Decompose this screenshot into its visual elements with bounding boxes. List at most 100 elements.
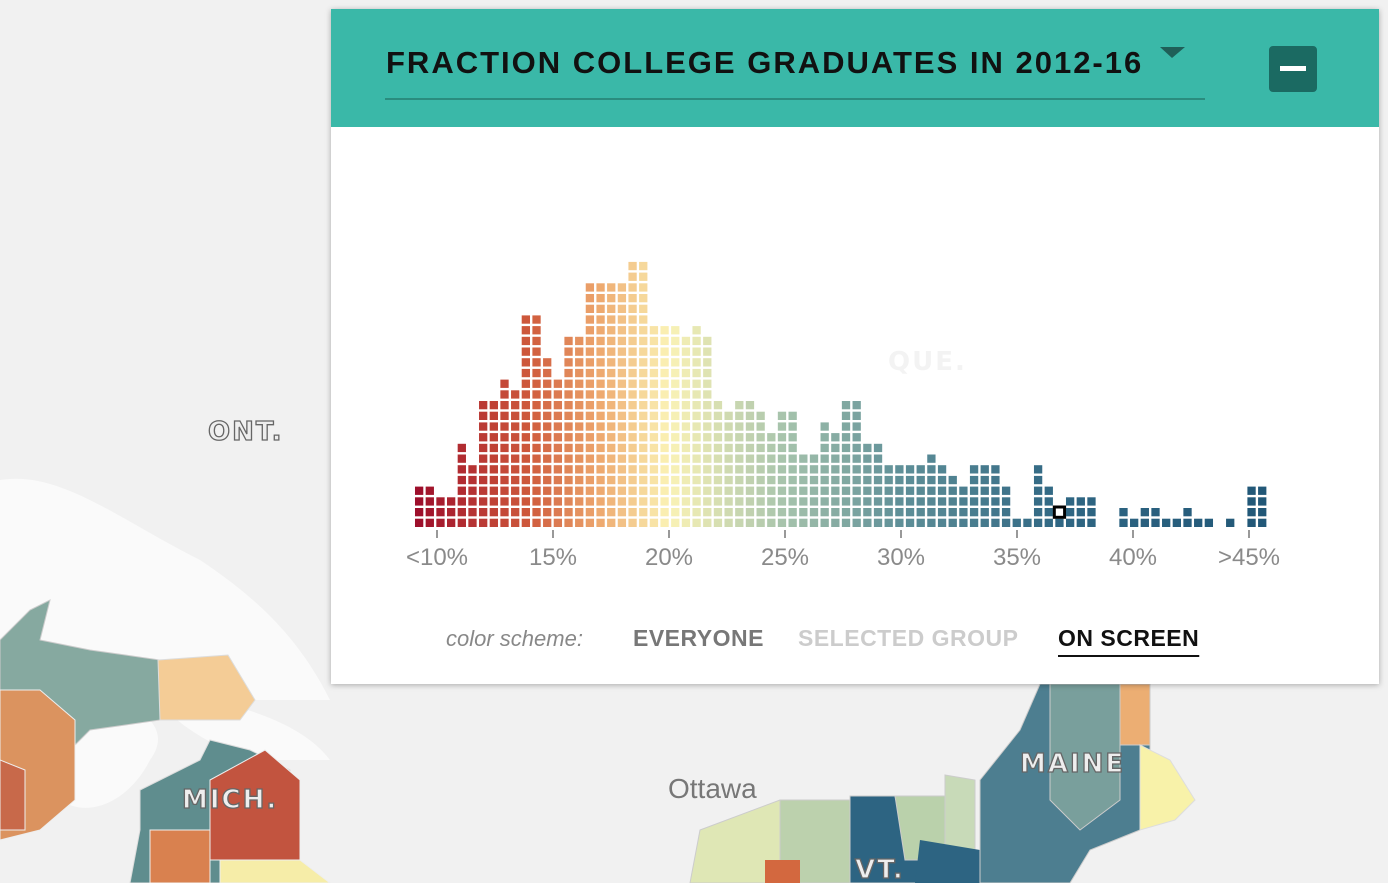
dot: [927, 497, 936, 506]
dot: [628, 454, 637, 463]
dot: [959, 486, 968, 495]
dot: [617, 433, 627, 442]
dot: [532, 379, 541, 388]
dot: [916, 518, 925, 527]
dot: [703, 518, 712, 527]
histogram-column: [1065, 497, 1075, 527]
histogram-column: [671, 326, 680, 527]
dot: [873, 497, 883, 506]
dot: [532, 401, 541, 410]
dot: [617, 401, 627, 410]
dot: [831, 508, 840, 517]
dot: [468, 508, 477, 517]
histogram-column: [895, 465, 904, 527]
dot: [617, 497, 627, 506]
histogram-column: [649, 326, 659, 527]
dot: [628, 411, 637, 420]
dot: [841, 401, 851, 410]
dot: [649, 336, 659, 346]
dot: [1258, 518, 1267, 527]
dot: [500, 454, 509, 463]
dot: [457, 475, 466, 485]
dot: [735, 486, 744, 495]
dot: [681, 401, 691, 410]
dot: [713, 443, 723, 453]
dot: [500, 433, 509, 442]
dot: [777, 443, 787, 453]
dot: [809, 508, 819, 517]
dot: [745, 443, 755, 453]
dot: [969, 497, 979, 506]
dot: [1247, 518, 1256, 527]
dot: [628, 486, 637, 495]
dot: [617, 475, 627, 485]
dot: [713, 422, 723, 431]
panel-title[interactable]: FRACTION COLLEGE GRADUATES IN 2012-16: [386, 45, 1143, 80]
dot: [724, 465, 733, 474]
map-label: Ottawa: [668, 773, 757, 804]
dot: [1087, 508, 1096, 517]
dot: [414, 486, 424, 495]
dot: [692, 368, 701, 378]
dot: [948, 475, 957, 485]
dot: [596, 433, 605, 442]
dot: [575, 401, 584, 410]
dot: [649, 454, 659, 463]
dot: [713, 508, 723, 517]
dot: [820, 518, 829, 527]
histogram-column: [831, 433, 840, 527]
dot: [692, 326, 701, 335]
dot: [607, 454, 616, 463]
histogram-column: [799, 454, 808, 527]
dot: [489, 465, 498, 474]
dot: [447, 497, 456, 506]
color-scheme-option[interactable]: ON SCREEN: [1058, 625, 1199, 651]
dot: [681, 411, 691, 420]
histogram-column: [1044, 486, 1053, 527]
dot: [489, 508, 498, 517]
dot: [1076, 518, 1085, 527]
dot: [756, 518, 765, 527]
dot: [468, 465, 477, 474]
dot: [585, 465, 595, 474]
dot: [863, 454, 872, 463]
dot: [511, 443, 520, 453]
dot: [820, 475, 829, 485]
dot: [585, 475, 595, 485]
dot: [649, 422, 659, 431]
dot: [809, 475, 819, 485]
dot: [617, 518, 627, 527]
dot: [777, 486, 787, 495]
x-tick-label: 35%: [993, 544, 1041, 571]
dot: [553, 379, 563, 388]
dot: [745, 454, 755, 463]
dot: [511, 497, 520, 506]
dot: [831, 486, 840, 495]
color-scheme-option[interactable]: EVERYONE: [633, 625, 764, 651]
dot: [841, 475, 851, 485]
dot: [692, 475, 701, 485]
dot: [425, 497, 434, 506]
dot: [425, 518, 434, 527]
dropdown-arrow[interactable]: [1160, 47, 1185, 58]
dot: [596, 465, 605, 474]
dot: [671, 465, 680, 474]
dot: [788, 518, 797, 527]
dot: [575, 390, 584, 399]
dot: [863, 497, 872, 506]
dot: [596, 368, 605, 378]
dot: [745, 486, 755, 495]
histogram-column: [1162, 518, 1171, 527]
dot: [575, 486, 584, 495]
dot: [575, 336, 584, 346]
dot: [735, 508, 744, 517]
dot: [703, 390, 712, 399]
dot: [521, 368, 531, 378]
dot: [777, 508, 787, 517]
color-scheme-option[interactable]: SELECTED GROUP: [798, 625, 1018, 651]
dot: [500, 497, 509, 506]
dot: [777, 497, 787, 506]
dot: [660, 433, 669, 442]
dot: [841, 486, 851, 495]
dot: [980, 497, 989, 506]
